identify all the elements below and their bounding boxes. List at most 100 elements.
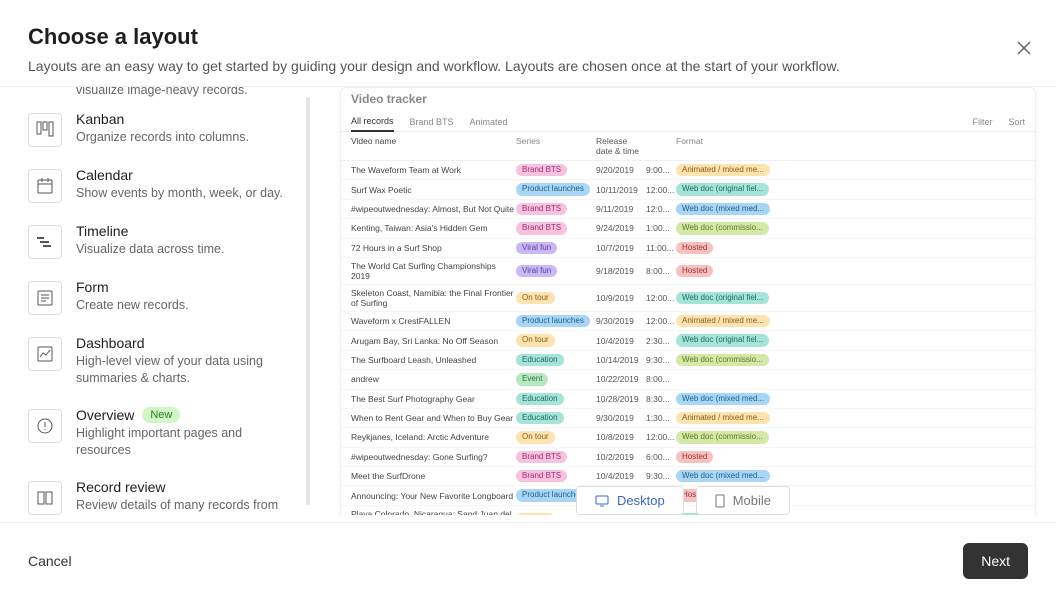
table-row[interactable]: Skeleton Coast, Namibia: the Final Front… [341, 285, 1035, 312]
cell-series: Brand BTS [516, 222, 596, 234]
cell-format: Hosted [676, 242, 1025, 254]
table-row[interactable]: The Waveform Team at WorkBrand BTS9/20/2… [341, 161, 1035, 180]
cell-time: 6:00... [646, 452, 676, 462]
table-row[interactable]: Arugam Bay, Sri Lanka: No Off SeasonOn t… [341, 331, 1035, 350]
close-button[interactable] [1012, 36, 1036, 60]
cancel-button[interactable]: Cancel [28, 553, 72, 569]
cell-time: 12:00... [646, 185, 676, 195]
cell-date: 10/4/2019 [596, 336, 646, 346]
col-header: Video name [351, 136, 516, 156]
cell-series: Education [516, 354, 596, 366]
layout-sidebar: visualize image-heavy records. Kanban Or… [0, 87, 310, 515]
cell-format: Web doc (commissio... [676, 431, 1025, 443]
cell-name: The Waveform Team at Work [351, 165, 516, 175]
table-row[interactable]: andrewEvent10/22/20198:00... [341, 370, 1035, 389]
cell-series: Brand BTS [516, 164, 596, 176]
cell-name: The World Cat Surfing Championships 2019 [351, 261, 516, 281]
layout-desc: Review details of many records from one … [76, 497, 290, 516]
layout-option-timeline[interactable]: Timeline Visualize data across time. [24, 213, 294, 269]
table-row[interactable]: The World Cat Surfing Championships 2019… [341, 258, 1035, 285]
cell-time: 1:30... [646, 413, 676, 423]
dashboard-icon [28, 337, 62, 371]
cell-series: Education [516, 393, 596, 405]
cell-name: Arugam Bay, Sri Lanka: No Off Season [351, 336, 516, 346]
preview-pane: Video tracker All records Brand BTS Anim… [310, 87, 1056, 515]
cell-name: Meet the SurfDrone [351, 471, 516, 481]
table-row[interactable]: The Surfboard Leash, UnleashedEducation1… [341, 351, 1035, 370]
cell-date: 10/9/2019 [596, 293, 646, 303]
cell-series: Education [516, 412, 596, 424]
col-header: Series [516, 136, 596, 156]
cell-name: Announcing: Your New Favorite Longboard [351, 491, 516, 501]
layout-option-record-review[interactable]: Record review Review details of many rec… [24, 469, 294, 516]
cell-date: 10/7/2019 [596, 243, 646, 253]
cell-series: On tour [516, 431, 596, 443]
layout-option-kanban[interactable]: Kanban Organize records into columns. [24, 101, 294, 157]
cell-date: 10/8/2019 [596, 432, 646, 442]
preview-doc-title: Video tracker [341, 88, 1035, 112]
cell-series: Product launches [516, 183, 596, 195]
cell-format: Web doc (commissio... [676, 354, 1025, 366]
cell-date: 10/28/2019 [596, 394, 646, 404]
cell-series: Viral fun [516, 242, 596, 254]
layout-desc: Show events by month, week, or day. [76, 185, 290, 202]
table-row[interactable]: The Best Surf Photography GearEducation1… [341, 390, 1035, 409]
table-row[interactable]: Waveform x CrestFALLENProduct launches9/… [341, 312, 1035, 331]
sort-control[interactable]: Sort [1008, 117, 1025, 127]
cell-format: Animated / mixed me... [676, 412, 1025, 424]
cell-name: Surf Wax Poetic [351, 185, 516, 195]
cell-time: 2:30... [646, 336, 676, 346]
table-row[interactable]: Reykjanes, Iceland: Arctic AdventureOn t… [341, 428, 1035, 447]
filter-control[interactable]: Filter [972, 117, 992, 127]
cell-series: Product launches [516, 315, 596, 327]
cell-date: 10/14/2019 [596, 355, 646, 365]
table-row[interactable]: 72 Hours in a Surf ShopViral fun10/7/201… [341, 239, 1035, 258]
close-icon [1017, 41, 1031, 55]
page-subtitle: Layouts are an easy way to get started b… [28, 58, 1028, 74]
layout-title: Overview New [76, 407, 290, 423]
next-button[interactable]: Next [963, 543, 1028, 579]
col-header: Format [676, 136, 1025, 156]
form-icon [28, 281, 62, 315]
layout-option-overview[interactable]: Overview NewHighlight important pages an… [24, 397, 294, 469]
table-row[interactable]: #wipeoutwednesday: Almost, But Not Quite… [341, 200, 1035, 219]
cell-date: 9/11/2019 [596, 204, 646, 214]
preview-tab[interactable]: All records [351, 112, 394, 132]
cell-time: 1:00... [646, 223, 676, 233]
table-row[interactable]: Kenting, Taiwan: Asia's Hidden GemBrand … [341, 219, 1035, 238]
desktop-toggle[interactable]: Desktop [576, 486, 684, 515]
cell-date: 9/24/2019 [596, 223, 646, 233]
record-review-icon [28, 481, 62, 515]
new-badge: New [142, 407, 180, 423]
layout-desc: Visualize data across time. [76, 241, 290, 258]
cell-series: Viral fun [516, 265, 596, 277]
cell-name: Waveform x CrestFALLEN [351, 316, 516, 326]
layout-title: Record review [76, 479, 290, 495]
layout-title: Form [76, 279, 290, 295]
overview-icon [28, 409, 62, 443]
cell-name: Reykjanes, Iceland: Arctic Adventure [351, 432, 516, 442]
col-header: Release date & time [596, 136, 646, 156]
cell-name: The Best Surf Photography Gear [351, 394, 516, 404]
preview-tab[interactable]: Brand BTS [410, 113, 454, 131]
cell-name: 72 Hours in a Surf Shop [351, 243, 516, 253]
cell-time: 12:0... [646, 204, 676, 214]
table-row[interactable]: When to Rent Gear and When to Buy GearEd… [341, 409, 1035, 428]
cell-date: 10/11/2019 [596, 185, 646, 195]
layout-option-form[interactable]: Form Create new records. [24, 269, 294, 325]
layout-desc: Organize records into columns. [76, 129, 290, 146]
layout-option-calendar[interactable]: Calendar Show events by month, week, or … [24, 157, 294, 213]
table-row[interactable]: Surf Wax PoeticProduct launches10/11/201… [341, 180, 1035, 199]
table-row[interactable]: #wipeoutwednesday: Gone Surfing?Brand BT… [341, 448, 1035, 467]
layout-desc: High-level view of your data using summa… [76, 353, 290, 387]
cell-date: 9/20/2019 [596, 165, 646, 175]
preview-tab[interactable]: Animated [470, 113, 508, 131]
cell-time: 8:30... [646, 394, 676, 404]
cell-date: 9/30/2019 [596, 316, 646, 326]
desktop-label: Desktop [617, 493, 665, 508]
cell-time: 8:00... [646, 266, 676, 276]
layout-option-dashboard[interactable]: Dashboard High-level view of your data u… [24, 325, 294, 397]
mobile-toggle[interactable]: Mobile [696, 486, 790, 515]
layout-title: Kanban [76, 111, 290, 127]
layout-title: Dashboard [76, 335, 290, 351]
